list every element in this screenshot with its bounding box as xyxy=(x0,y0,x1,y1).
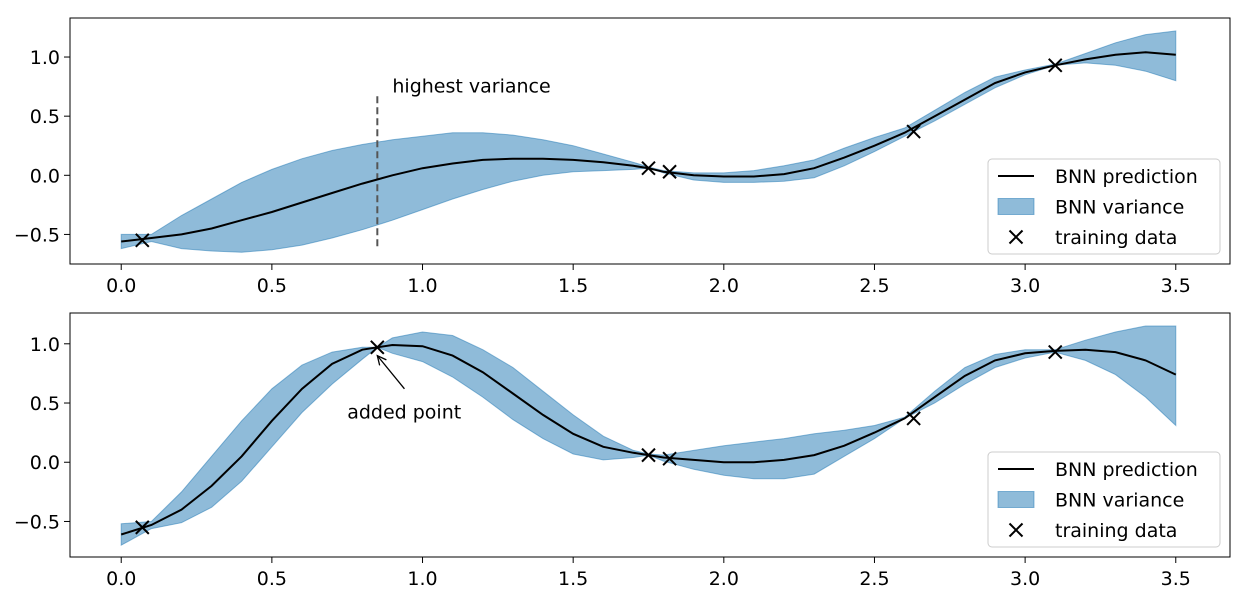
x-tick-label: 3.5 xyxy=(1161,568,1191,590)
x-tick-label: 2.5 xyxy=(859,568,889,590)
y-tick-label: −0.5 xyxy=(14,224,60,246)
axes-frame xyxy=(69,312,1231,558)
y-tick-label: 0.0 xyxy=(30,452,60,474)
training-point xyxy=(906,411,921,426)
x-tick-label: 1.0 xyxy=(407,275,437,297)
legend-band-swatch xyxy=(997,491,1035,508)
legend-box xyxy=(987,158,1221,255)
training-point xyxy=(906,124,921,139)
legend-marker-swatch xyxy=(1008,229,1024,245)
training-point xyxy=(662,164,677,179)
x-tick-label: 2.0 xyxy=(709,568,739,590)
legend-entry-label: BNN variance xyxy=(1055,197,1184,219)
x-tick-label: 2.0 xyxy=(709,275,739,297)
x-tick-label: 1.5 xyxy=(558,568,588,590)
legend-entry-label: BNN prediction xyxy=(1055,459,1198,481)
legend-entry-label: BNN prediction xyxy=(1055,166,1198,188)
annotation-label: added point xyxy=(347,401,461,423)
legend: BNN prediction BNN variance training data xyxy=(987,158,1221,255)
prediction-line xyxy=(120,343,1177,536)
training-point xyxy=(641,160,656,176)
x-tick-label: 2.5 xyxy=(859,275,889,297)
training-point xyxy=(662,451,677,466)
y-tick-label: −0.5 xyxy=(14,511,60,533)
x-tick-label: 3.5 xyxy=(1161,275,1191,297)
x-tick-label: 0.5 xyxy=(257,275,287,297)
training-point xyxy=(135,233,150,248)
x-tick-label: 1.5 xyxy=(558,275,588,297)
x-tick-label: 0.5 xyxy=(257,568,287,590)
training-point xyxy=(1048,58,1063,73)
x-tick-label: 1.0 xyxy=(407,568,437,590)
axes-frame xyxy=(69,17,1231,265)
x-tick-label: 0.0 xyxy=(106,275,136,297)
legend-entry-label: training data xyxy=(1055,520,1177,542)
legend: BNN prediction BNN variance training data xyxy=(987,451,1221,548)
training-point xyxy=(135,520,150,535)
y-tick-label: 0.5 xyxy=(30,106,60,128)
x-tick-label: 3.0 xyxy=(1010,568,1040,590)
training-point xyxy=(370,340,385,355)
x-tick-label: 3.0 xyxy=(1010,275,1040,297)
x-tick-label: 0.0 xyxy=(106,568,136,590)
legend-box xyxy=(987,451,1221,548)
variance-band xyxy=(120,30,1177,253)
panel-1: highest variance 0.0 0.5 1.0 1.5 2.0 2.5 3.0 3.5… xyxy=(14,17,1231,297)
annotation-arrow xyxy=(376,355,405,390)
legend-entry-label: BNN variance xyxy=(1055,490,1184,512)
y-tick-label: 0.0 xyxy=(30,165,60,187)
annotation-arrowhead xyxy=(376,354,387,366)
legend-marker-swatch xyxy=(1008,522,1024,538)
panel-2: added point 0.0 0.5 1.0 1.5 2.0 2.5 3.0 3.5 −0.5 0… xyxy=(14,312,1231,590)
annotation-label: highest variance xyxy=(392,76,550,98)
y-tick-label: 1.0 xyxy=(30,334,60,356)
y-tick-label: 0.5 xyxy=(30,393,60,415)
training-point xyxy=(641,447,656,463)
training-point xyxy=(1048,344,1063,360)
legend-entry-label: training data xyxy=(1055,227,1177,249)
variance-band xyxy=(120,325,1177,547)
legend-band-swatch xyxy=(997,198,1035,215)
y-tick-label: 1.0 xyxy=(30,47,60,69)
plot-area-2 xyxy=(120,325,1177,547)
